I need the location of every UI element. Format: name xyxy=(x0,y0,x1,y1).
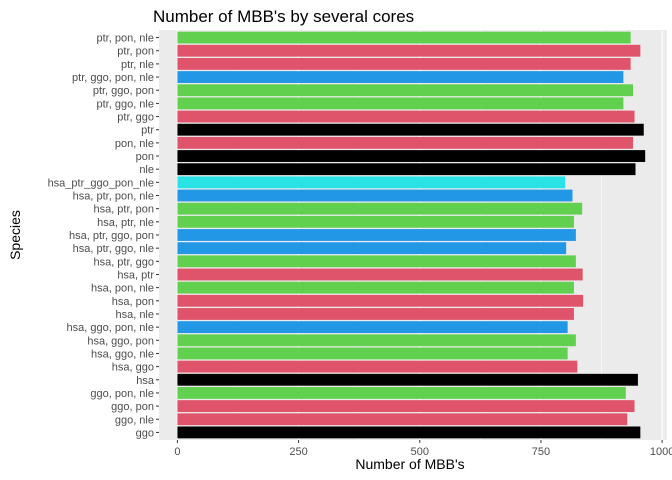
y-tick-label: hsa, ptr, ggo, nle xyxy=(73,243,154,255)
y-tick-label: hsa, ptr, ggo, pon xyxy=(69,230,154,242)
bar xyxy=(177,136,634,149)
y-tick-label: hsa, pon, nle xyxy=(91,283,154,295)
bar xyxy=(177,71,624,83)
bar xyxy=(177,268,583,281)
bar xyxy=(177,255,576,268)
x-tick-label: 250 xyxy=(289,446,307,458)
y-tick-label: ptr, pon xyxy=(117,46,154,58)
y-tick-label: hsa, ptr, pon xyxy=(93,204,154,216)
bar xyxy=(177,281,574,294)
bar xyxy=(177,97,624,110)
bar xyxy=(177,215,574,228)
bar xyxy=(177,347,568,360)
bar xyxy=(177,189,573,202)
bar xyxy=(177,400,635,413)
y-tick-label: hsa, ptr, pon, nle xyxy=(73,191,154,203)
y-tick-label: hsa, ggo, pon, nle xyxy=(67,322,154,334)
x-tick-label: 500 xyxy=(411,446,429,458)
bar xyxy=(177,229,576,241)
y-tick-label: hsa xyxy=(136,375,155,387)
bar xyxy=(177,31,631,44)
bar xyxy=(177,373,638,386)
y-tick-label: ptr xyxy=(141,125,154,137)
y-tick-label: hsa, ptr xyxy=(117,269,154,281)
bar xyxy=(177,413,628,426)
x-axis-title: Number of MBB's xyxy=(355,456,464,472)
bar xyxy=(177,202,583,215)
bar xyxy=(177,321,568,334)
y-axis-title: Species xyxy=(7,210,23,260)
y-tick-label: hsa_ptr_ggo_pon_nle xyxy=(48,177,154,189)
y-tick-label: pon xyxy=(136,151,154,163)
y-tick-label: nle xyxy=(139,164,154,176)
y-tick-label: pon, nle xyxy=(115,138,154,150)
bar xyxy=(177,294,584,307)
y-tick-label: ptr, ggo, nle xyxy=(97,98,155,110)
bars xyxy=(177,31,646,439)
y-tick-label: ptr, ggo, pon, nle xyxy=(72,72,154,84)
y-tick-label: ggo, nle xyxy=(115,414,154,426)
y-tick-label: ggo, pon xyxy=(111,401,154,413)
bar xyxy=(177,426,641,439)
bar xyxy=(177,387,626,399)
bar xyxy=(177,84,634,97)
x-tick-label: 1000 xyxy=(650,446,672,458)
bar xyxy=(177,163,636,176)
y-tick-label: ptr, ggo xyxy=(117,112,154,124)
bar xyxy=(177,334,576,347)
bar xyxy=(177,242,567,255)
y-tick-label: ggo xyxy=(136,427,154,439)
y-tick-label: ptr, ggo, pon xyxy=(93,85,154,97)
bar xyxy=(177,57,631,70)
y-tick-label: hsa, ggo, nle xyxy=(91,348,154,360)
x-tick-label: 750 xyxy=(532,446,550,458)
bar xyxy=(177,150,646,162)
y-tick-label: hsa, nle xyxy=(115,309,154,321)
y-tick-label: hsa, pon xyxy=(112,296,154,308)
y-tick-label: ggo, pon, nle xyxy=(90,388,154,400)
bar xyxy=(177,308,574,320)
y-tick-label: hsa, ggo xyxy=(112,362,154,374)
y-tick-label: hsa, ptr, ggo xyxy=(93,256,154,268)
bar xyxy=(177,123,644,136)
y-tick-label: ptr, pon, nle xyxy=(97,33,155,45)
bar xyxy=(177,176,566,189)
y-tick-label: hsa, ggo, pon xyxy=(87,335,154,347)
x-tick-labels: 0 250 500 750 1000 xyxy=(174,440,672,458)
x-tick-label: 0 xyxy=(174,446,180,458)
chart-title: Number of MBB's by several cores xyxy=(153,7,414,26)
bar xyxy=(177,44,641,57)
bar xyxy=(177,110,635,123)
y-tick-label: ptr, nle xyxy=(121,59,154,71)
bar xyxy=(177,360,578,373)
y-tick-label: hsa, ptr, nle xyxy=(97,217,154,229)
